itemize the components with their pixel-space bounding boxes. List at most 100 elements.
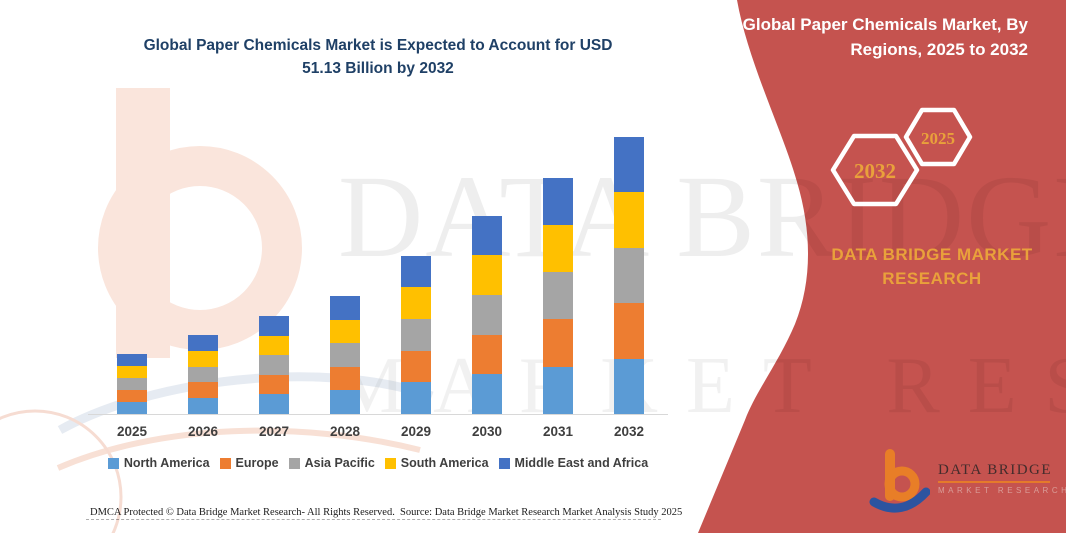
bar-2028 [330,296,360,414]
hexagon-2032 [830,133,920,207]
bar-segment-north-america [401,382,431,414]
bar-segment-south-america [259,335,289,356]
bar-2029 [401,255,431,414]
bar-segment-asia-pacific [188,366,218,383]
bar-segment-north-america [117,402,147,414]
bar-segment-europe [188,382,218,399]
legend-label: Europe [235,456,279,470]
hexagon-badges: 2032 2025 [830,107,973,207]
logo-wordmark: DATA BRIDGE [938,462,1053,478]
x-label-2028: 2028 [329,424,361,439]
bar-segment-europe [330,366,360,391]
legend: North America Europe Asia Pacific South Ame… [88,456,668,470]
brand-line1: DATA BRIDGE MARKET [831,245,1033,264]
footer-dmca-notice: DMCA Protected © Data Bridge Market Rese… [90,507,395,518]
bar-segment-south-america [188,350,218,367]
x-label-2030: 2030 [471,424,503,439]
bar-2027 [259,316,289,414]
footer-source-note: Source: Data Bridge Market Research Mark… [400,507,683,518]
logo-tagline: MARKET RESEARCH [938,486,1066,495]
bar-segment-middle-east-and-africa [614,137,644,193]
legend-item-middle-east-and-africa: Middle East and Africa [498,456,649,470]
right-panel-title: Global Paper Chemicals Market, By Region… [728,12,1028,62]
bar-segment-north-america [543,366,573,414]
legend-swatch [288,457,300,469]
hex-year-2025: 2025 [921,129,955,148]
right-panel-title-line2: Regions, 2025 to 2032 [850,40,1028,59]
x-label-2027: 2027 [258,424,290,439]
x-label-2026: 2026 [187,424,219,439]
bar-segment-north-america [259,394,289,414]
bar-segment-north-america [614,358,644,414]
bar-2026 [188,335,218,414]
bar-segment-north-america [330,390,360,414]
bar-segment-north-america [472,374,502,414]
x-label-2031: 2031 [542,424,574,439]
bar-2031 [543,177,573,414]
bar-segment-south-america [472,255,502,295]
x-label-2025: 2025 [116,424,148,439]
bar-segment-middle-east-and-africa [401,255,431,288]
bar-segment-asia-pacific [472,294,502,335]
bar-segment-asia-pacific [614,247,644,304]
bar-segment-europe [259,374,289,395]
bar-segment-asia-pacific [543,272,573,320]
logo-rule [938,481,1050,483]
legend-swatch [107,457,119,469]
bar-segment-asia-pacific [330,343,360,367]
footer-divider [86,519,661,520]
bar-segment-middle-east-and-africa [188,335,218,351]
legend-swatch [498,457,510,469]
logo-text-block: DATA BRIDGE MARKET RESEARCH [938,448,1066,518]
bar-segment-europe [472,334,502,375]
bar-segment-europe [401,350,431,383]
bar-2025 [117,354,147,414]
x-axis-labels: 2025 2026 2027 2028 2029 2030 2031 2032 [88,424,668,442]
chart-title-line1: Global Paper Chemicals Market is Expecte… [143,37,613,54]
bar-segment-north-america [188,398,218,414]
legend-swatch [384,457,396,469]
legend-label: South America [400,456,489,470]
hex-year-2032: 2032 [854,159,896,183]
legend-label: Middle East and Africa [514,456,649,470]
bar-segment-middle-east-and-africa [330,296,360,320]
bar-segment-middle-east-and-africa [543,177,573,225]
bar-segment-south-america [543,224,573,273]
bar-segment-europe [543,319,573,367]
bar-segment-middle-east-and-africa [259,316,289,336]
bar-segment-south-america [117,366,147,378]
bar-segment-south-america [330,319,360,344]
legend-item-asia-pacific: Asia Pacific [288,456,375,470]
brand-name-text: DATA BRIDGE MARKET RESEARCH [800,243,1064,291]
legend-item-north-america: North America [107,456,210,470]
chart-title-line2: 51.13 Billion by 2032 [302,60,454,77]
brand-line2: RESEARCH [882,269,982,288]
hexagon-2025 [903,107,973,167]
bar-segment-asia-pacific [259,355,289,375]
bar-segment-asia-pacific [401,318,431,351]
x-label-2032: 2032 [613,424,645,439]
bar-2032 [614,137,644,414]
bar-segment-south-america [401,287,431,319]
chart-title: Global Paper Chemicals Market is Expecte… [95,34,661,80]
bar-segment-europe [117,390,147,402]
logo-b-icon [869,449,930,513]
x-label-2029: 2029 [400,424,432,439]
bar-segment-south-america [614,192,644,248]
legend-item-south-america: South America [384,456,489,470]
bar-segment-middle-east-and-africa [117,354,147,366]
legend-item-europe: Europe [219,456,279,470]
legend-swatch [219,457,231,469]
bar-2030 [472,215,502,414]
red-panel [698,0,1066,533]
dbmr-logo: DATA BRIDGE MARKET RESEARCH [868,448,1066,518]
legend-label: Asia Pacific [304,456,375,470]
legend-label: North America [123,456,210,470]
plot-area [88,133,668,415]
bar-segment-middle-east-and-africa [472,215,502,256]
bar-segment-asia-pacific [117,378,147,390]
logo-b-watermark [0,88,434,533]
bar-segment-europe [614,303,644,359]
